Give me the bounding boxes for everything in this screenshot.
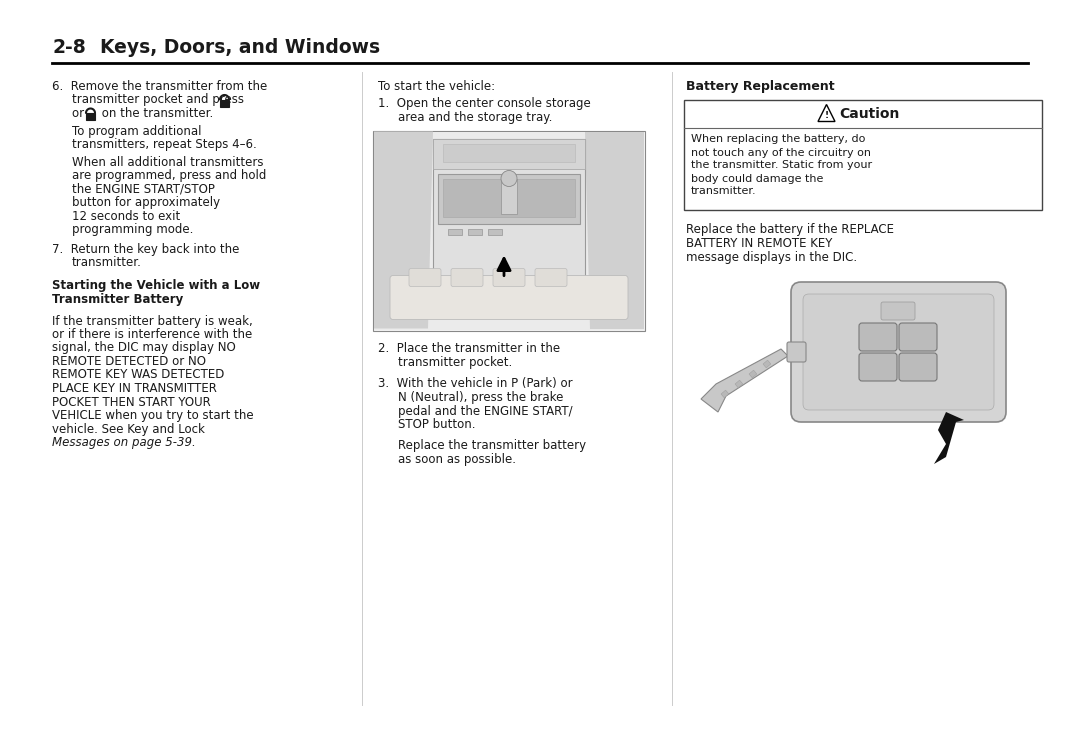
Bar bbox=[86, 113, 95, 120]
Polygon shape bbox=[585, 132, 644, 329]
Text: 2.  Place the transmitter in the: 2. Place the transmitter in the bbox=[378, 342, 561, 355]
Bar bbox=[501, 178, 517, 213]
Text: REMOTE DETECTED or NO: REMOTE DETECTED or NO bbox=[52, 355, 206, 368]
Text: on the transmitter.: on the transmitter. bbox=[98, 107, 213, 120]
FancyBboxPatch shape bbox=[535, 268, 567, 287]
Circle shape bbox=[501, 171, 517, 187]
Text: Starting the Vehicle with a Low: Starting the Vehicle with a Low bbox=[52, 280, 260, 293]
FancyBboxPatch shape bbox=[791, 282, 1005, 422]
Text: pedal and the ENGINE START/: pedal and the ENGINE START/ bbox=[399, 404, 572, 417]
FancyBboxPatch shape bbox=[787, 342, 806, 362]
Bar bbox=[750, 370, 757, 378]
Text: not touch any of the circuitry on: not touch any of the circuitry on bbox=[691, 147, 870, 157]
Text: the ENGINE START/STOP: the ENGINE START/STOP bbox=[72, 182, 215, 196]
Text: transmitter.: transmitter. bbox=[72, 256, 141, 269]
Bar bbox=[433, 138, 585, 278]
FancyBboxPatch shape bbox=[390, 275, 627, 320]
Text: Caution: Caution bbox=[839, 107, 900, 120]
Bar bbox=[220, 100, 229, 107]
Text: To program additional: To program additional bbox=[72, 125, 202, 138]
Text: Transmitter Battery: Transmitter Battery bbox=[52, 293, 184, 306]
Bar bbox=[443, 178, 575, 216]
Text: Messages on page 5-39.: Messages on page 5-39. bbox=[52, 436, 195, 449]
Text: transmitter pocket.: transmitter pocket. bbox=[399, 356, 512, 369]
Text: body could damage the: body could damage the bbox=[691, 173, 823, 184]
Text: When replacing the battery, do: When replacing the battery, do bbox=[691, 135, 865, 144]
Bar bbox=[721, 390, 729, 398]
Bar bbox=[438, 173, 580, 224]
Text: Keys, Doors, and Windows: Keys, Doors, and Windows bbox=[100, 38, 380, 57]
Text: message displays in the DIC.: message displays in the DIC. bbox=[686, 250, 858, 264]
Bar bbox=[684, 100, 1042, 209]
FancyBboxPatch shape bbox=[451, 268, 483, 287]
Bar bbox=[443, 144, 575, 162]
Text: VEHICLE when you try to start the: VEHICLE when you try to start the bbox=[52, 409, 254, 422]
FancyBboxPatch shape bbox=[899, 323, 937, 351]
Text: are programmed, press and hold: are programmed, press and hold bbox=[72, 169, 267, 182]
Text: transmitter pocket and press: transmitter pocket and press bbox=[72, 94, 247, 107]
FancyBboxPatch shape bbox=[859, 353, 897, 381]
Text: vehicle. See Key and Lock: vehicle. See Key and Lock bbox=[52, 423, 205, 435]
FancyBboxPatch shape bbox=[899, 353, 937, 381]
Bar bbox=[735, 380, 743, 388]
Text: When all additional transmitters: When all additional transmitters bbox=[72, 156, 264, 169]
Bar bbox=[468, 228, 482, 234]
Text: 3.  With the vehicle in P (Park) or: 3. With the vehicle in P (Park) or bbox=[378, 377, 572, 391]
Bar bbox=[762, 360, 771, 368]
Text: BATTERY IN REMOTE KEY: BATTERY IN REMOTE KEY bbox=[686, 237, 833, 250]
Polygon shape bbox=[818, 104, 835, 122]
FancyBboxPatch shape bbox=[859, 323, 897, 351]
Bar bbox=[374, 132, 644, 330]
Text: 7.  Return the key back into the: 7. Return the key back into the bbox=[52, 243, 240, 256]
Text: area and the storage tray.: area and the storage tray. bbox=[399, 111, 552, 124]
Text: 1.  Open the center console storage: 1. Open the center console storage bbox=[378, 98, 591, 110]
Bar bbox=[433, 138, 585, 169]
Text: programming mode.: programming mode. bbox=[72, 223, 193, 236]
Text: If the transmitter battery is weak,: If the transmitter battery is weak, bbox=[52, 314, 253, 327]
Text: Replace the transmitter battery: Replace the transmitter battery bbox=[399, 439, 586, 453]
Text: as soon as possible.: as soon as possible. bbox=[399, 453, 516, 466]
Polygon shape bbox=[701, 349, 788, 412]
Text: 12 seconds to exit: 12 seconds to exit bbox=[72, 209, 180, 222]
Text: or: or bbox=[72, 107, 87, 120]
Bar bbox=[448, 228, 462, 234]
Text: transmitter.: transmitter. bbox=[691, 187, 757, 197]
Text: the transmitter. Static from your: the transmitter. Static from your bbox=[691, 160, 873, 171]
Text: signal, the DIC may display NO: signal, the DIC may display NO bbox=[52, 342, 235, 355]
Text: !: ! bbox=[824, 111, 828, 120]
Text: POCKET THEN START YOUR: POCKET THEN START YOUR bbox=[52, 395, 211, 408]
Text: Replace the battery if the REPLACE: Replace the battery if the REPLACE bbox=[686, 224, 894, 237]
Polygon shape bbox=[934, 412, 964, 464]
Polygon shape bbox=[374, 132, 433, 329]
Text: or if there is interference with the: or if there is interference with the bbox=[52, 328, 253, 341]
Text: N (Neutral), press the brake: N (Neutral), press the brake bbox=[399, 391, 564, 404]
Text: 6.  Remove the transmitter from the: 6. Remove the transmitter from the bbox=[52, 80, 267, 93]
Text: PLACE KEY IN TRANSMITTER: PLACE KEY IN TRANSMITTER bbox=[52, 382, 217, 395]
Bar bbox=[373, 131, 645, 330]
FancyBboxPatch shape bbox=[804, 294, 994, 410]
Text: 2-8: 2-8 bbox=[52, 38, 85, 57]
Text: transmitters, repeat Steps 4–6.: transmitters, repeat Steps 4–6. bbox=[72, 138, 257, 151]
Text: REMOTE KEY WAS DETECTED: REMOTE KEY WAS DETECTED bbox=[52, 368, 225, 382]
FancyBboxPatch shape bbox=[881, 302, 915, 320]
FancyBboxPatch shape bbox=[409, 268, 441, 287]
Bar bbox=[488, 228, 502, 234]
Text: To start the vehicle:: To start the vehicle: bbox=[378, 80, 495, 93]
FancyBboxPatch shape bbox=[492, 268, 525, 287]
Text: Battery Replacement: Battery Replacement bbox=[686, 80, 835, 93]
Text: STOP button.: STOP button. bbox=[399, 418, 475, 431]
Text: button for approximately: button for approximately bbox=[72, 196, 220, 209]
